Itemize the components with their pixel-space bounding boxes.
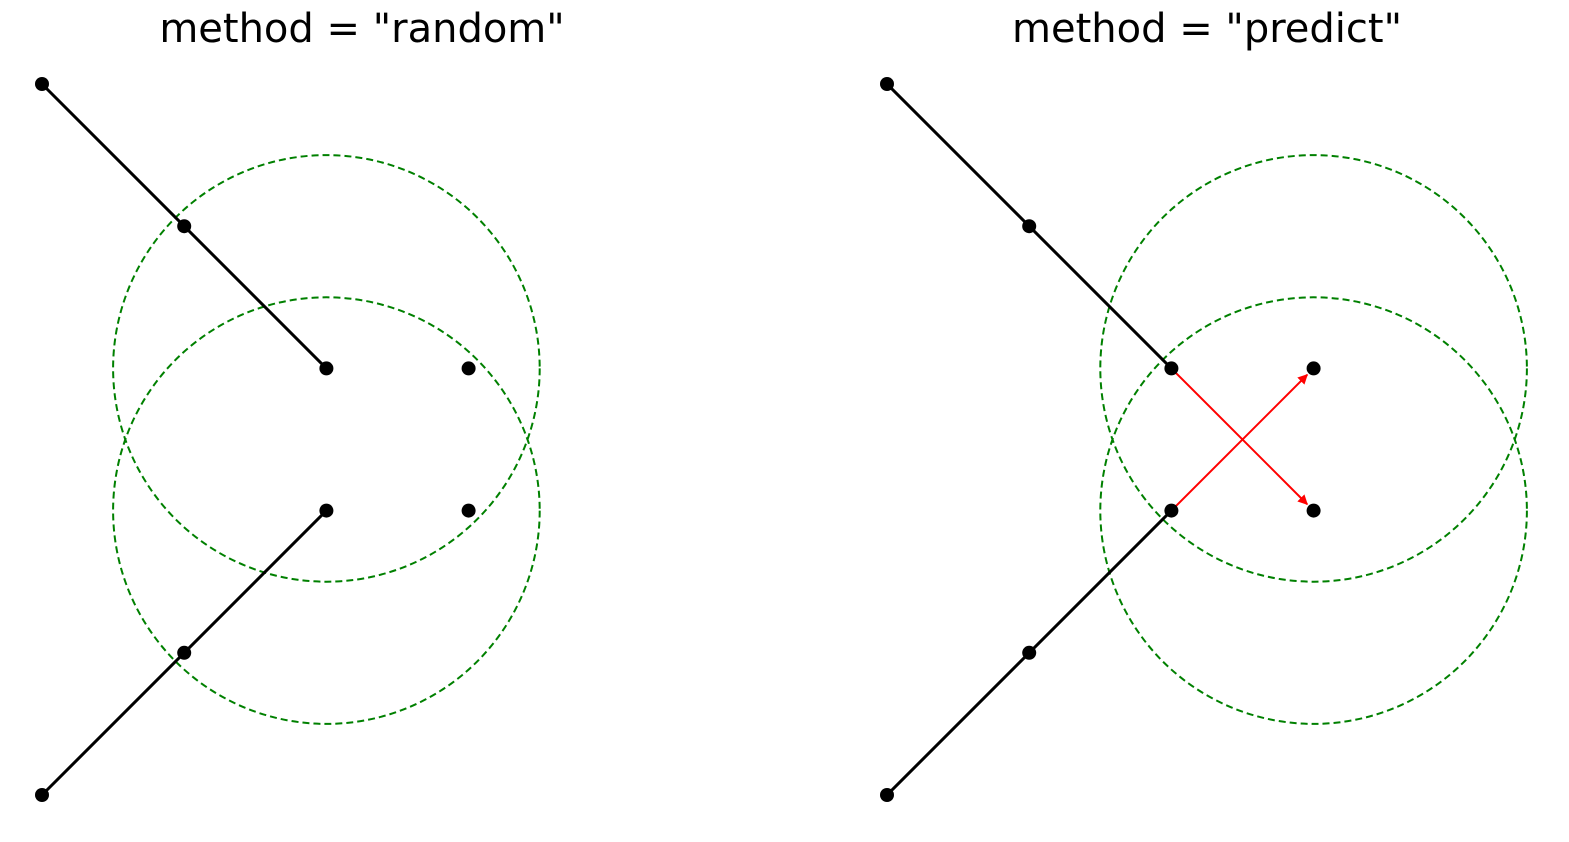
panel-title-random: method = "random" <box>159 6 565 52</box>
upper-track-point-0 <box>880 77 894 91</box>
lower-track-point-0 <box>35 788 49 802</box>
detection-point-1 <box>461 503 476 518</box>
panel-random <box>35 77 541 802</box>
lower-track-point-1 <box>177 645 192 660</box>
lower-track-point-2 <box>1164 503 1179 518</box>
link-arrow-1 <box>1170 374 1308 512</box>
lower-track-point-0 <box>880 788 894 802</box>
search-circle-0 <box>112 154 541 583</box>
detection-point-0 <box>461 361 476 376</box>
upper-track-point-0 <box>35 77 49 91</box>
detection-point-1 <box>1306 503 1321 518</box>
search-circle-1 <box>1099 296 1528 725</box>
upper-track-point-1 <box>1022 219 1037 234</box>
lower-track-point-1 <box>1022 645 1037 660</box>
panel-predict <box>880 77 1528 802</box>
upper-track-point-2 <box>1164 361 1179 376</box>
search-circle-0 <box>1099 154 1528 583</box>
search-circle-1 <box>112 296 541 725</box>
lower-track-point-2 <box>319 503 334 518</box>
detection-point-0 <box>1306 361 1321 376</box>
link-arrow-0 <box>1170 367 1308 505</box>
upper-track-point-2 <box>319 361 334 376</box>
panel-title-predict: method = "predict" <box>1012 6 1402 52</box>
upper-track-point-1 <box>177 219 192 234</box>
